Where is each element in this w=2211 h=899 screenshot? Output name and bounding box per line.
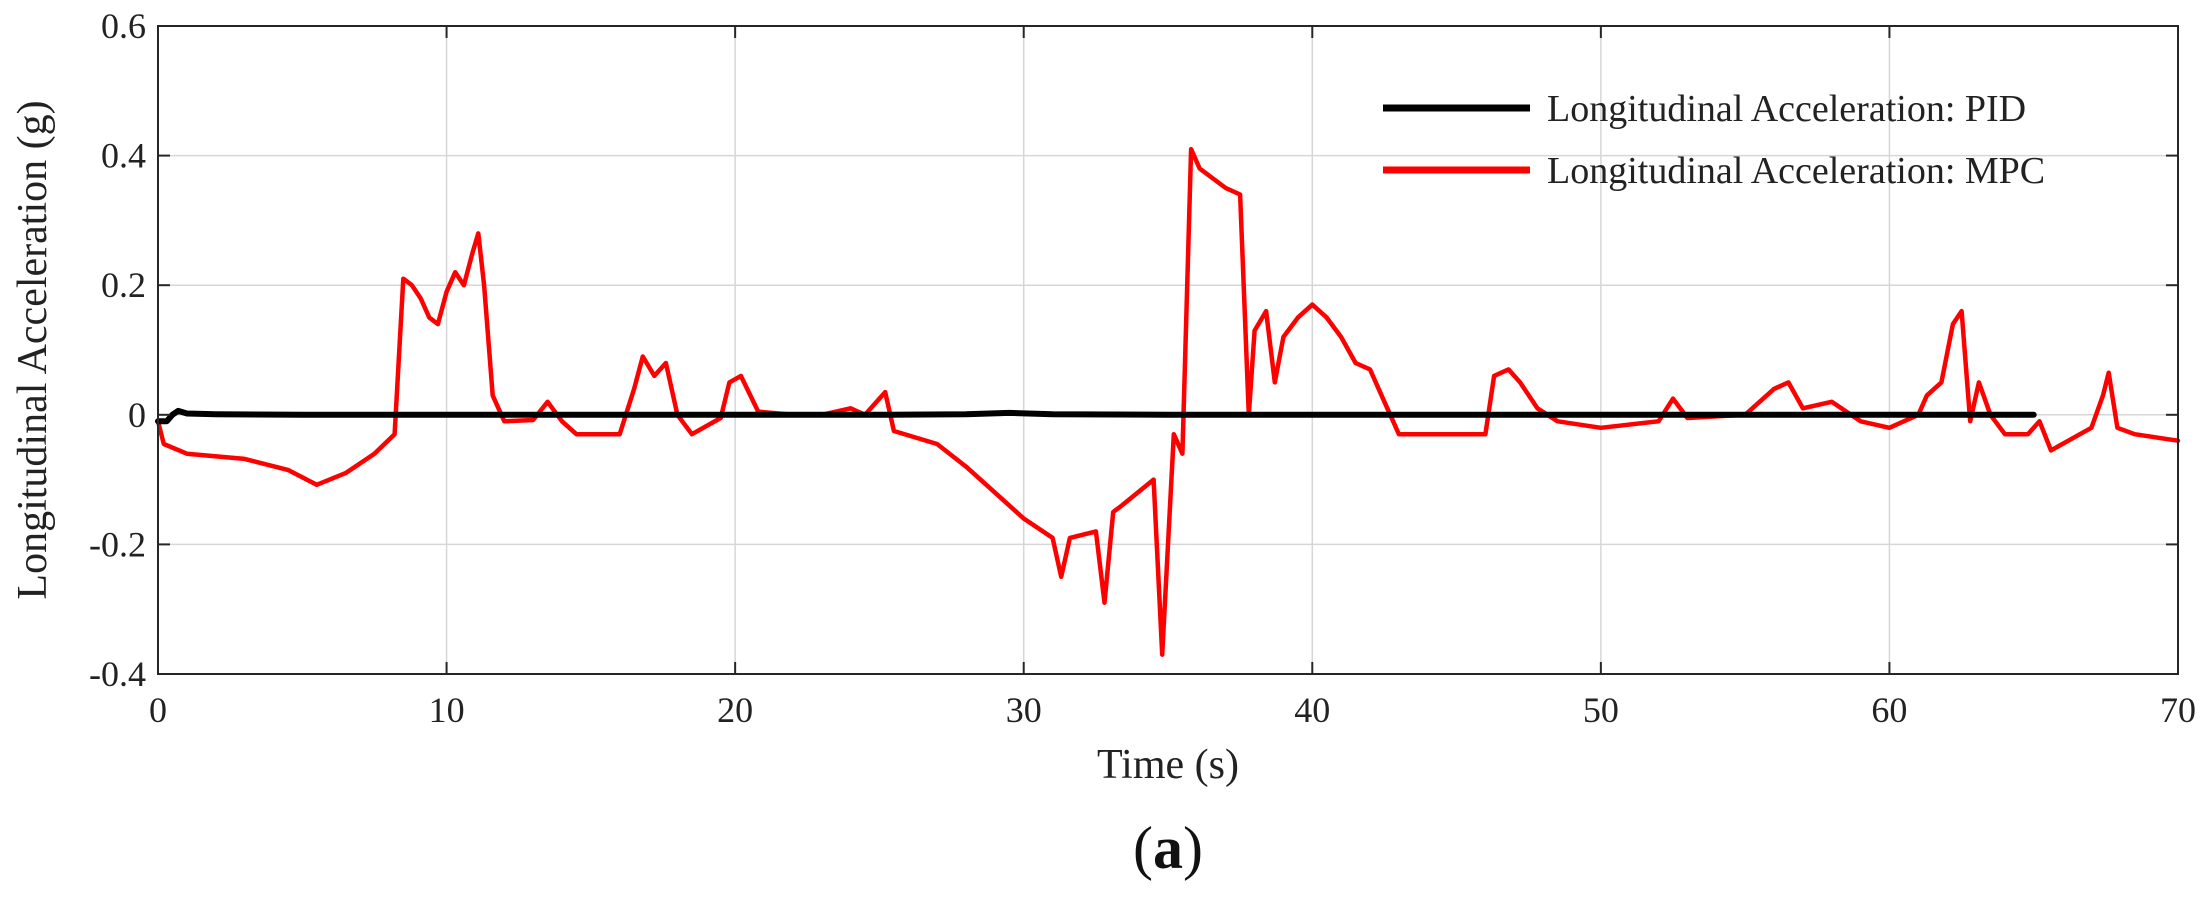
plot-frame — [157, 25, 2179, 675]
series-line-pid — [155, 407, 2037, 425]
y-tick-label: 0.6 — [101, 6, 146, 46]
x-tick-label: 40 — [1294, 690, 1330, 730]
y-tick-label: 0 — [128, 395, 146, 435]
x-tick-label: 70 — [2160, 690, 2196, 730]
y-tick-labels: -0.4 -0.2 0 0.2 0.4 0.6 — [89, 6, 146, 694]
legend: Longitudinal Acceleration: PID Longitudi… — [1383, 88, 2045, 192]
y-tick-label: -0.4 — [89, 654, 146, 694]
series-line-mpc — [155, 146, 2181, 657]
x-tick-label: 0 — [149, 690, 167, 730]
x-tick-label: 60 — [1871, 690, 1907, 730]
series-lines — [155, 146, 2181, 657]
y-tick-label: -0.2 — [89, 524, 146, 564]
axis-ticks — [157, 25, 2179, 675]
y-tick-label: 0.4 — [101, 136, 146, 176]
legend-label-pid: Longitudinal Acceleration: PID — [1547, 88, 2026, 130]
x-tick-labels: 0 10 20 30 40 50 60 70 — [149, 690, 2196, 730]
y-tick-label: 0.2 — [101, 265, 146, 305]
x-tick-label: 10 — [429, 690, 465, 730]
panel-label: (a) — [1133, 815, 1203, 881]
panel-label-close: ) — [1183, 815, 1203, 881]
legend-label-mpc: Longitudinal Acceleration: MPC — [1547, 150, 2045, 192]
x-tick-label: 20 — [717, 690, 753, 730]
x-tick-label: 30 — [1006, 690, 1042, 730]
panel-label-open: ( — [1133, 815, 1153, 881]
y-axis-label: Longitudinal Acceleration (g) — [10, 100, 56, 599]
panel-label-letter: a — [1153, 815, 1183, 881]
x-tick-label: 50 — [1583, 690, 1619, 730]
x-axis-label: Time (s) — [1097, 742, 1239, 788]
